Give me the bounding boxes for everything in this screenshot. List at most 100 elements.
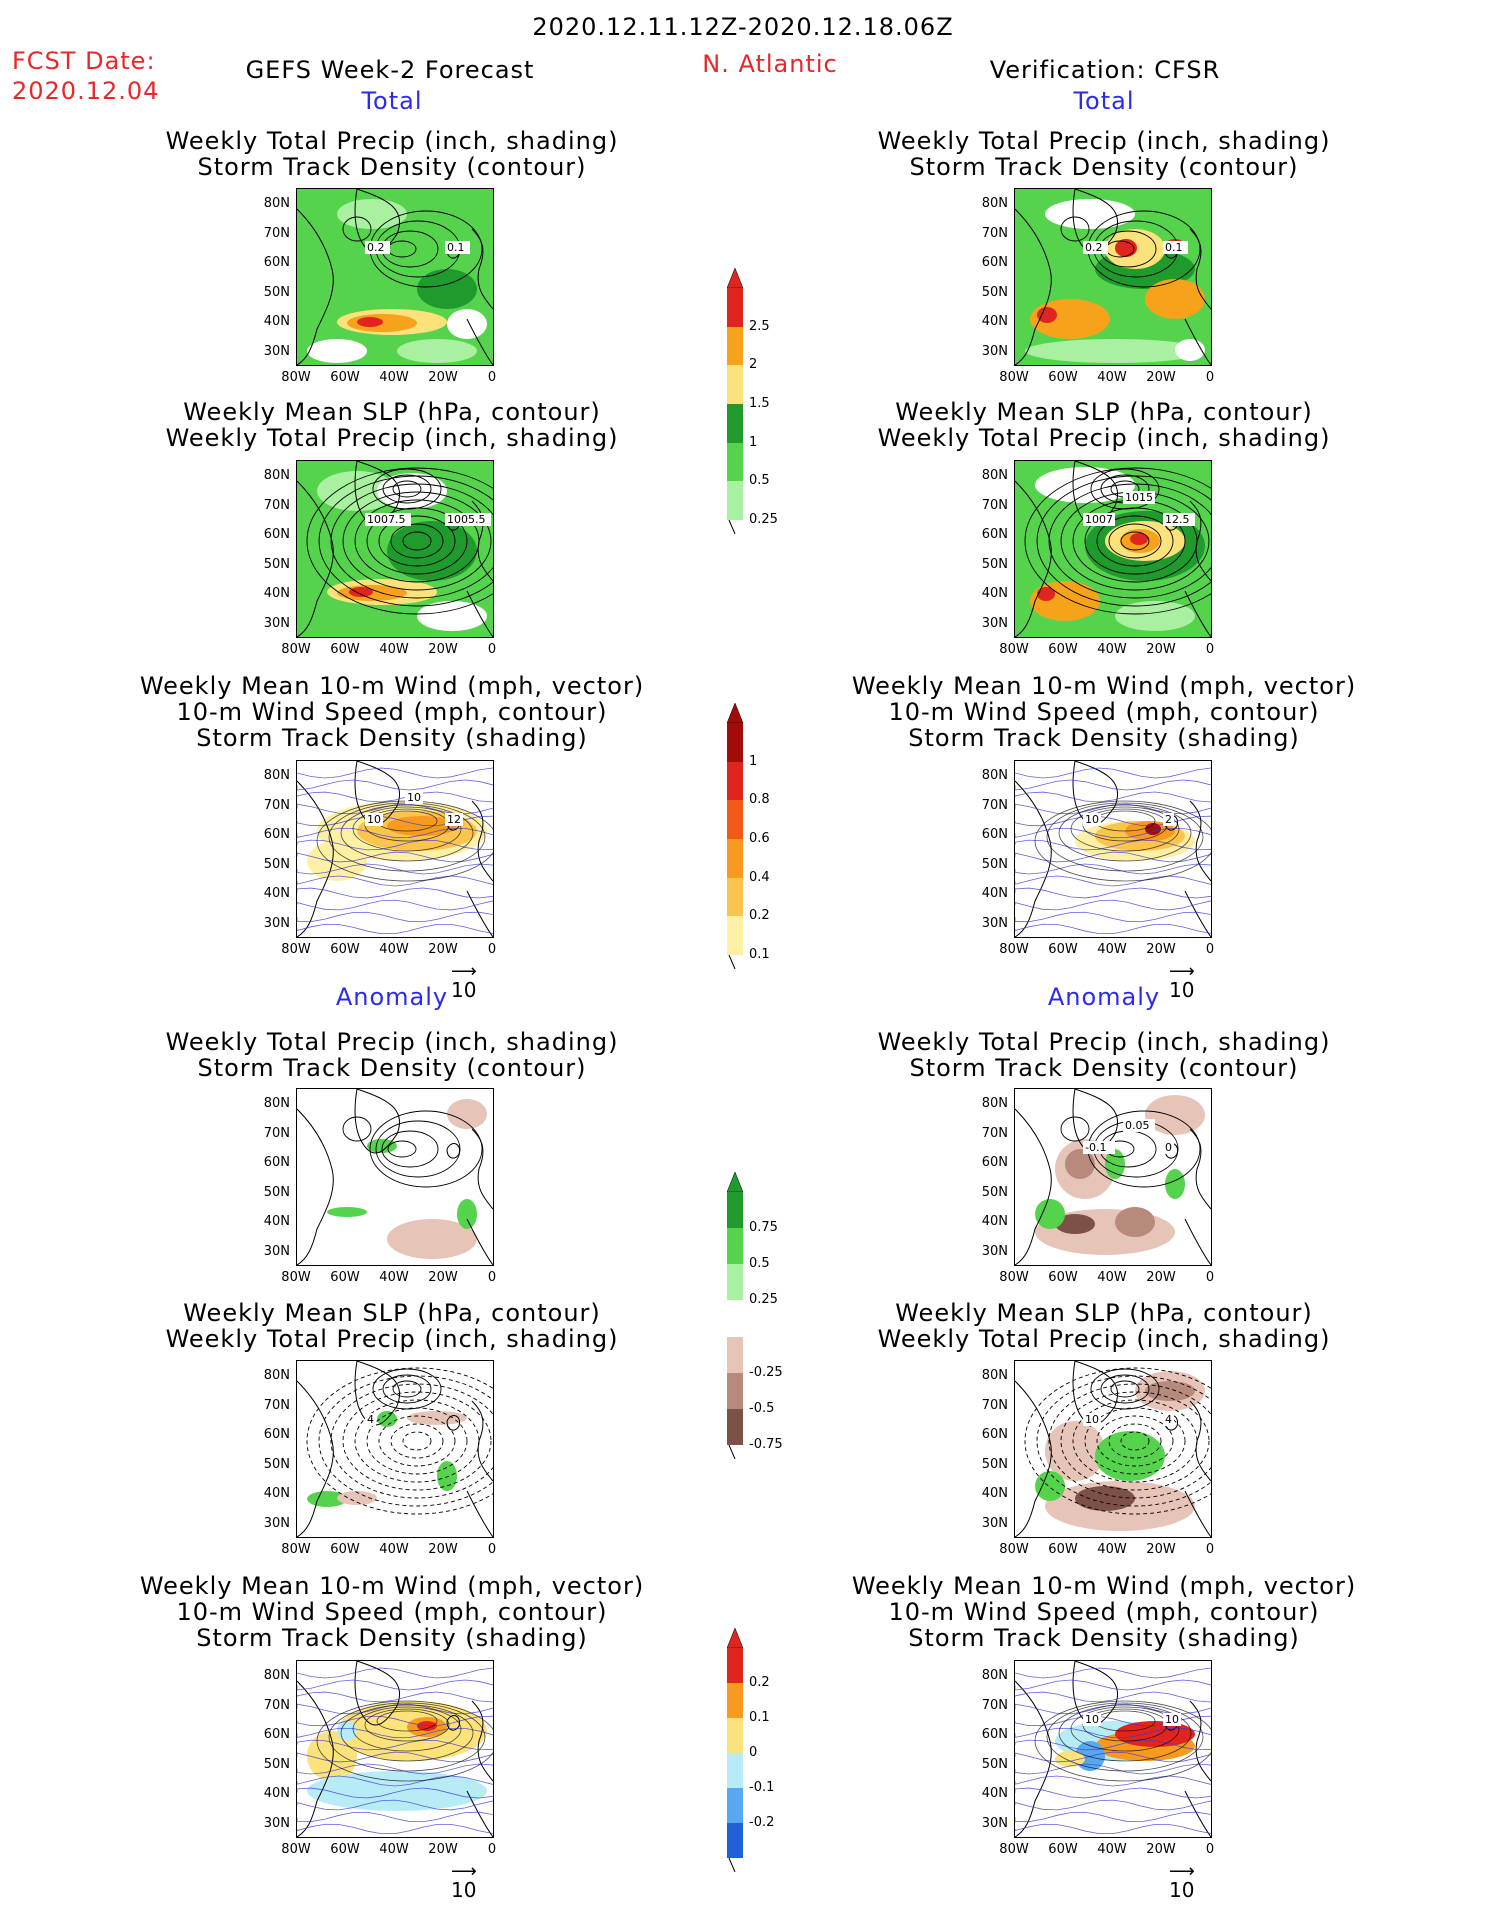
verification-title: Verification: CFSR bbox=[989, 56, 1221, 84]
lon-label: 80W bbox=[999, 370, 1029, 385]
lat-label: 40N bbox=[263, 586, 290, 601]
lat-label: 60N bbox=[981, 1727, 1008, 1742]
colorbar-bottom-arrow-icon bbox=[728, 1858, 736, 1872]
lon-label: 60W bbox=[1048, 1842, 1078, 1857]
lon-label: 60W bbox=[330, 370, 360, 385]
colorbar-bottom-arrow-icon bbox=[728, 1445, 736, 1459]
section-total-right: Total bbox=[1073, 87, 1135, 115]
contour-label: -0.1 bbox=[1085, 1141, 1106, 1154]
contour-label-bg bbox=[445, 241, 470, 254]
fc-slp-anom-title-line: Weekly Mean SLP (hPa, contour) bbox=[183, 1299, 601, 1327]
lat-label: 40N bbox=[981, 586, 1008, 601]
lon-label: 80W bbox=[999, 1542, 1029, 1557]
fc-slp-total-map: 1007.5 1005.5 bbox=[296, 460, 494, 638]
colorbar-top-arrow-icon bbox=[727, 703, 743, 723]
lat-label: 60N bbox=[263, 1427, 290, 1442]
vf-slp-anom-title-line: Weekly Total Precip (inch, shading) bbox=[877, 1325, 1331, 1353]
lon-label: 20W bbox=[1146, 1842, 1176, 1857]
lat-label: 70N bbox=[981, 1697, 1008, 1713]
lat-label: 60N bbox=[263, 827, 290, 842]
vf-wind-total-map: 10 2 bbox=[1014, 760, 1212, 938]
contour-label: 4 bbox=[1165, 1413, 1172, 1426]
lon-label: 60W bbox=[330, 1542, 360, 1557]
contour-label: 2 bbox=[1165, 813, 1172, 826]
contour-label: 0.05 bbox=[1125, 1119, 1150, 1132]
lat-label: 60N bbox=[263, 1727, 290, 1742]
lat-label: 80N bbox=[263, 1096, 290, 1111]
colorbar-segment bbox=[727, 1683, 743, 1718]
colorbar-segment bbox=[727, 1718, 743, 1753]
lat-label: 50N bbox=[263, 284, 290, 300]
lon-label: 0 bbox=[487, 1842, 497, 1857]
contour-label: 10 bbox=[1085, 1713, 1099, 1726]
lon-label: 20W bbox=[428, 1542, 458, 1557]
lat-label: 60N bbox=[981, 1427, 1008, 1442]
lon-label: 80W bbox=[999, 942, 1029, 957]
colorbar-tick-label: 0.25 bbox=[749, 1292, 778, 1308]
section-anomaly-left: Anomaly bbox=[335, 983, 449, 1011]
section-total-left: Total bbox=[361, 87, 423, 115]
colorbar-segment bbox=[727, 723, 743, 762]
vector-arrow-icon: ⟶ bbox=[1169, 1861, 1195, 1882]
colorbar-track_total: 1 0.8 0.6 0.4 0.2 0.1 bbox=[727, 703, 770, 969]
colorbar-segment bbox=[727, 916, 743, 955]
colorbar-tick-label: 0.5 bbox=[749, 1256, 770, 1272]
colorbar-segment bbox=[727, 1408, 743, 1445]
lat-label: 40N bbox=[263, 886, 290, 901]
lon-label: 40W bbox=[1097, 1542, 1127, 1557]
contour-label: 12.5 bbox=[1165, 513, 1190, 526]
vf-precip-total-title-line: Weekly Total Precip (inch, shading) bbox=[877, 127, 1331, 155]
colorbar-tick-label: 0.2 bbox=[749, 1675, 770, 1690]
lon-label: 40W bbox=[1097, 942, 1127, 957]
fc-wind-total-map: 10 12 10 bbox=[296, 760, 494, 938]
contour-label: 12 bbox=[447, 813, 461, 826]
fc-precip-anom-map bbox=[296, 1088, 494, 1266]
lon-label: 0 bbox=[1205, 642, 1215, 657]
lat-label: 80N bbox=[263, 1668, 290, 1683]
lat-label: 80N bbox=[263, 768, 290, 783]
lon-label: 60W bbox=[330, 942, 360, 957]
contour-label-bg bbox=[365, 513, 411, 526]
lon-label: 0 bbox=[1205, 942, 1215, 957]
lon-label: 0 bbox=[1205, 1270, 1215, 1285]
lat-label: 70N bbox=[263, 1697, 290, 1713]
vector-arrow-icon: ⟶ bbox=[451, 961, 477, 982]
lon-label: 0 bbox=[1205, 1842, 1215, 1857]
contour-label: 10 bbox=[1085, 1413, 1099, 1426]
lat-label: 50N bbox=[263, 856, 290, 872]
colorbar-segment bbox=[727, 1300, 743, 1337]
fc-slp-anom-title-line: Weekly Total Precip (inch, shading) bbox=[165, 1325, 619, 1353]
lon-label: 20W bbox=[1146, 1270, 1176, 1285]
fc-wind-total-title-line: Storm Track Density (shading) bbox=[196, 724, 588, 752]
lon-label: 80W bbox=[281, 1842, 311, 1857]
lat-label: 50N bbox=[263, 1184, 290, 1200]
colorbar-tick-label: -0.75 bbox=[749, 1437, 783, 1452]
lat-label: 30N bbox=[263, 615, 290, 631]
lon-label: 60W bbox=[330, 1270, 360, 1285]
lon-label: 80W bbox=[281, 642, 311, 657]
lon-label: 40W bbox=[379, 1542, 409, 1557]
lat-label: 60N bbox=[981, 255, 1008, 270]
vf-wind-anom-title-line: Weekly Mean 10-m Wind (mph, vector) bbox=[851, 1572, 1357, 1600]
colorbar-segment bbox=[727, 1192, 743, 1229]
valid-period: 2020.12.11.12Z-2020.12.18.06Z bbox=[532, 13, 954, 41]
lon-label: 0 bbox=[487, 642, 497, 657]
colorbar-bottom-arrow-icon bbox=[728, 520, 736, 534]
vf-precip-anom-title-line: Storm Track Density (contour) bbox=[909, 1054, 1299, 1082]
lat-label: 60N bbox=[263, 255, 290, 270]
contour-label-bg bbox=[1083, 1413, 1101, 1426]
colorbar-segment bbox=[727, 800, 743, 839]
vf-wind-total-title-line: 10-m Wind Speed (mph, contour) bbox=[888, 698, 1320, 726]
lon-label: 20W bbox=[428, 370, 458, 385]
fc-slp-total-field: 1007.5 1005.5 bbox=[297, 461, 493, 637]
lat-label: 30N bbox=[981, 615, 1008, 631]
colorbar-tick-label: 0.1 bbox=[749, 947, 770, 962]
colorbar-segment bbox=[727, 326, 743, 366]
lon-label: 60W bbox=[330, 642, 360, 657]
colorbar-segment bbox=[727, 761, 743, 801]
colorbar-segment bbox=[727, 1372, 743, 1409]
vector-reference: ⟶ 10 bbox=[451, 1863, 477, 1903]
colorbar-segment bbox=[727, 839, 743, 878]
vf-wind-total-title-line: Storm Track Density (shading) bbox=[908, 724, 1300, 752]
vf-wind-anom-map: 10 10 bbox=[1014, 1660, 1212, 1838]
